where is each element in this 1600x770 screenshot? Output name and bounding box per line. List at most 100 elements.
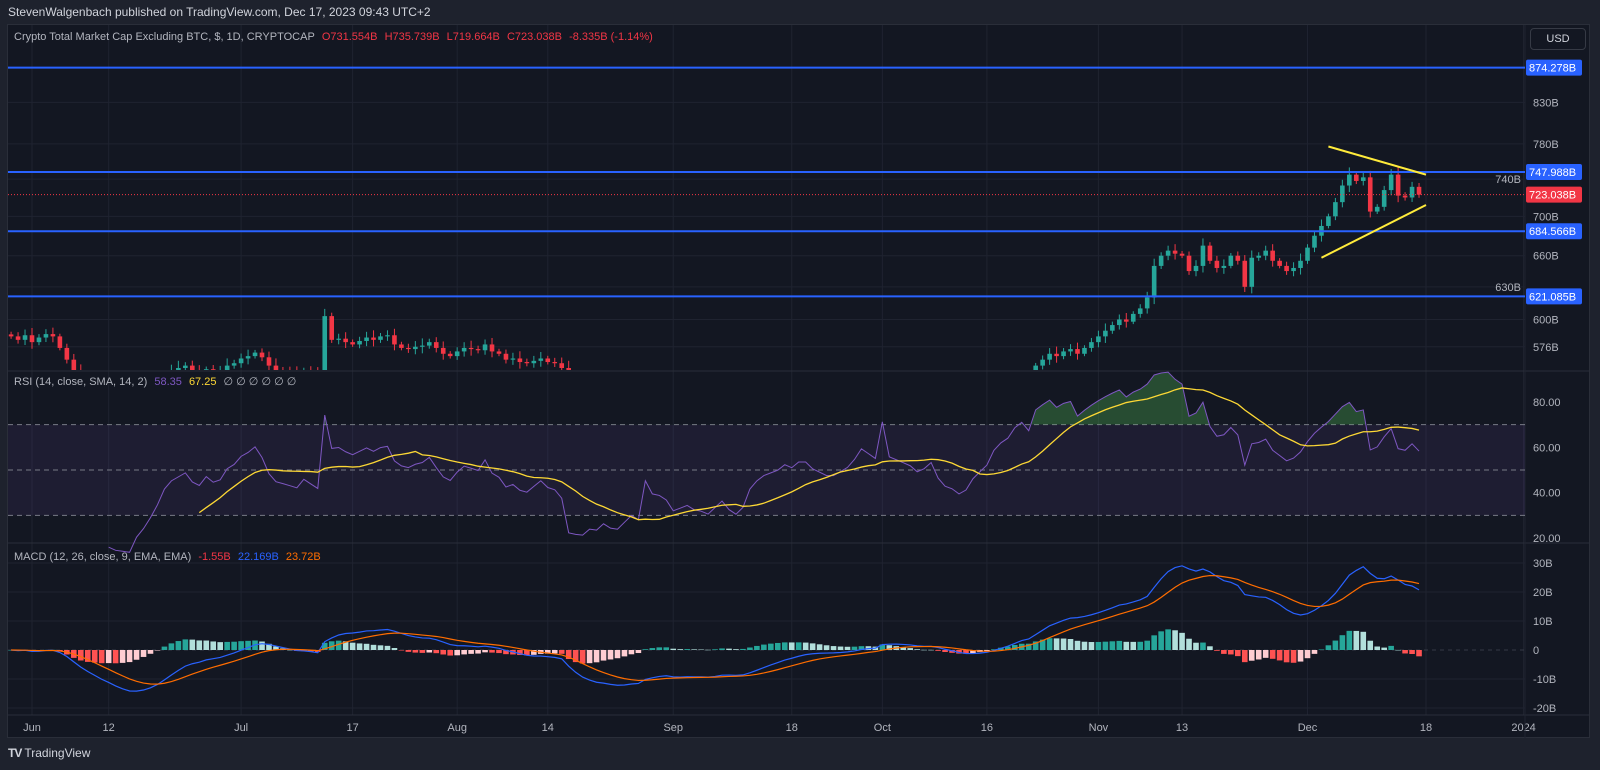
time-axis-label: 14: [542, 722, 554, 734]
candle-body: [803, 402, 808, 403]
macd-histogram-bar: [1228, 650, 1234, 655]
candle-body: [817, 405, 822, 406]
price-level-badge: [1526, 288, 1582, 305]
candle-body: [922, 401, 927, 402]
macd-histogram-bar: [1221, 650, 1227, 654]
macd-histogram-bar: [440, 650, 447, 655]
candle-body: [224, 365, 230, 370]
candle-body: [329, 316, 335, 340]
candle-body: [720, 415, 725, 418]
candle-body: [1158, 255, 1164, 266]
macd-histogram-bar: [809, 643, 816, 650]
macd-histogram-bar: [544, 650, 551, 654]
symbol-title[interactable]: Crypto Total Market Cap Excluding BTC, $…: [14, 31, 315, 43]
candle-body: [489, 344, 495, 352]
macd-histogram-bar: [266, 643, 272, 650]
candle-body: [727, 415, 732, 421]
footer-brand[interactable]: TV TradingView: [8, 746, 90, 760]
macd-histogram-bar: [468, 650, 474, 654]
candle-body: [748, 415, 753, 423]
macd-histogram-bar: [816, 644, 823, 650]
macd-histogram-bar: [788, 642, 795, 650]
macd-histogram-bar: [1095, 641, 1102, 650]
candle-body: [218, 372, 223, 373]
macd-histogram-bar: [224, 641, 230, 650]
candle-body: [1409, 186, 1415, 198]
macd-histogram-bar: [203, 640, 210, 650]
candle-body: [378, 336, 383, 340]
macd-histogram-bar: [970, 650, 976, 654]
macd-histogram-bar: [147, 650, 154, 654]
currency-button[interactable]: USD: [1530, 28, 1586, 50]
macd-histogram-bar: [1116, 640, 1123, 650]
candle-body: [15, 336, 21, 340]
candle-body: [615, 408, 620, 409]
macd-histogram-bar: [91, 650, 98, 663]
macd-histogram-bar: [210, 641, 217, 650]
macd-histogram-bar: [1046, 638, 1053, 650]
price-axis-label: 576B: [1533, 342, 1559, 354]
close-value: C723.038B: [506, 31, 562, 43]
macd-histogram-bar: [1144, 640, 1150, 650]
macd-histogram-bar: [900, 647, 907, 650]
macd-histogram-bar: [774, 642, 781, 650]
macd-histogram-bar: [1269, 650, 1276, 659]
macd-histogram-bar: [712, 649, 718, 650]
macd-histogram-bar: [1318, 649, 1325, 650]
macd-histogram-bar: [614, 650, 621, 659]
macd-histogram-bar: [830, 646, 837, 650]
macd-histogram-bar: [189, 639, 196, 650]
time-axis-label: 12: [103, 722, 115, 734]
candle-body: [475, 349, 481, 351]
candle-body: [1144, 297, 1150, 309]
candle-body: [971, 408, 976, 412]
macd-histogram-bar: [935, 650, 941, 651]
price-level-label: 874.278B: [1529, 63, 1576, 75]
macd-histogram-bar: [238, 641, 244, 650]
macd-histogram-bar: [1290, 650, 1297, 663]
candle-body: [1395, 174, 1401, 196]
candle-body: [852, 402, 857, 405]
candle-body: [1130, 313, 1136, 322]
macd-histogram-bar: [1304, 650, 1311, 659]
macd-histogram-bar: [1346, 630, 1353, 650]
candle-body: [936, 399, 941, 405]
chart-frame[interactable]: [7, 24, 1590, 738]
macd-histogram-bar: [802, 642, 809, 650]
candle-body: [894, 396, 899, 397]
macd-histogram-bar: [1214, 650, 1220, 651]
rsi-title[interactable]: RSI (14, close, SMA, 14, 2): [14, 376, 148, 388]
time-axis-label: Sep: [663, 722, 683, 734]
symbol-legend: Crypto Total Market Cap Excluding BTC, $…: [14, 31, 657, 43]
macd-histogram-bar: [496, 650, 502, 654]
macd-histogram-bar: [1235, 650, 1241, 657]
macd-histogram-bar: [705, 649, 711, 651]
candle-body: [1326, 216, 1331, 226]
change-value: -8.335B (-1.14%): [569, 31, 653, 43]
time-axis-label: 18: [786, 722, 798, 734]
candle-body: [782, 404, 787, 407]
macd-histogram-bar: [921, 649, 927, 651]
macd-histogram-bar: [719, 648, 725, 650]
candle-body: [350, 342, 355, 345]
macd-histogram-bar: [503, 650, 509, 655]
macd-histogram-bar: [1179, 632, 1185, 650]
candle-body: [1026, 380, 1031, 382]
brand-name: TradingView: [24, 746, 91, 760]
macd-histogram-bar: [1367, 640, 1374, 650]
macd-histogram-bar: [747, 647, 753, 650]
candle-body: [1054, 353, 1059, 357]
macd-histogram-bar: [1311, 650, 1318, 654]
macd-title[interactable]: MACD (12, 26, close, 9, EMA, EMA): [14, 551, 192, 563]
time-axis-label: Nov: [1089, 722, 1109, 734]
candle-body: [1089, 342, 1094, 348]
candle-body: [1284, 265, 1289, 272]
candle-body: [1305, 247, 1310, 261]
candle-body: [231, 363, 237, 366]
macd-histogram-bar: [259, 641, 265, 650]
macd-histogram-bar: [1005, 646, 1011, 650]
macd-histogram-bar: [245, 640, 251, 650]
macd-histogram-bar: [461, 650, 467, 655]
macd-histogram-bar: [398, 650, 405, 651]
